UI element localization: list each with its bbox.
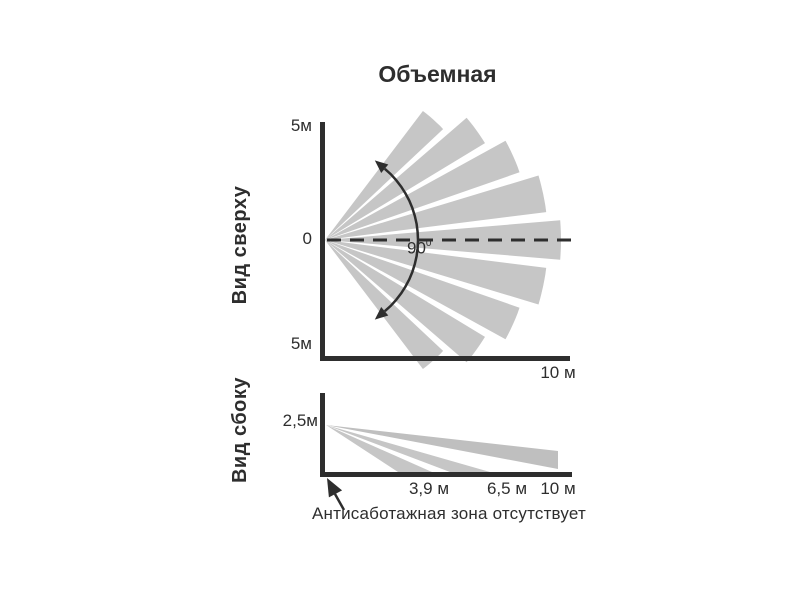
anti-sabotage-caption: Антисаботажная зона отсутствует [312, 504, 586, 523]
caption-arrow [327, 478, 346, 511]
angle-arc-arrow [374, 160, 420, 320]
detection-beam-wedge [325, 117, 485, 240]
angle-arc-arrowhead [374, 160, 389, 173]
angle-value: 90 [407, 238, 426, 258]
floor-distance-label-3: 10 м [540, 479, 576, 498]
side-view-floor-axis [320, 472, 572, 477]
figure-title: Объемная [378, 61, 497, 87]
angle-degree-sup: 0 [425, 238, 432, 249]
angle-arc-arrowhead [374, 307, 389, 320]
side-detection-beam [326, 425, 558, 469]
caption-arrowhead [327, 478, 343, 498]
side-view-beams [326, 425, 558, 472]
angle-arc-line [383, 167, 420, 313]
side-detection-beam [326, 425, 432, 472]
angle-value-label: 900 [407, 238, 432, 258]
detection-beam-wedge [325, 240, 547, 305]
top-view-x-axis [320, 356, 570, 361]
side-view-wall-axis [320, 393, 325, 477]
top-view-y-axis [320, 122, 325, 361]
top-view-5m-lower-label: 5м [290, 334, 312, 353]
side-view-mount-height-label: 2,5м [282, 411, 318, 430]
detection-beam-wedge [325, 240, 444, 369]
top-view-label: Вид сверху [228, 185, 251, 305]
top-view-fan [325, 111, 561, 369]
floor-distance-label-1: 3,9 м [408, 479, 450, 498]
detection-beam-wedge [325, 140, 520, 240]
detection-beam-wedge [325, 111, 444, 240]
side-detection-beam [326, 425, 490, 472]
detection-beam-wedge [325, 240, 485, 363]
detection-beam-wedge [325, 240, 520, 340]
detection-beam-wedge [325, 175, 547, 240]
top-view-zero-label: 0 [302, 229, 312, 248]
top-view-5m-upper-label: 5м [290, 116, 312, 135]
top-view-10m-label: 10 м [540, 363, 576, 382]
floor-distance-label-2: 6,5 м [486, 479, 528, 498]
